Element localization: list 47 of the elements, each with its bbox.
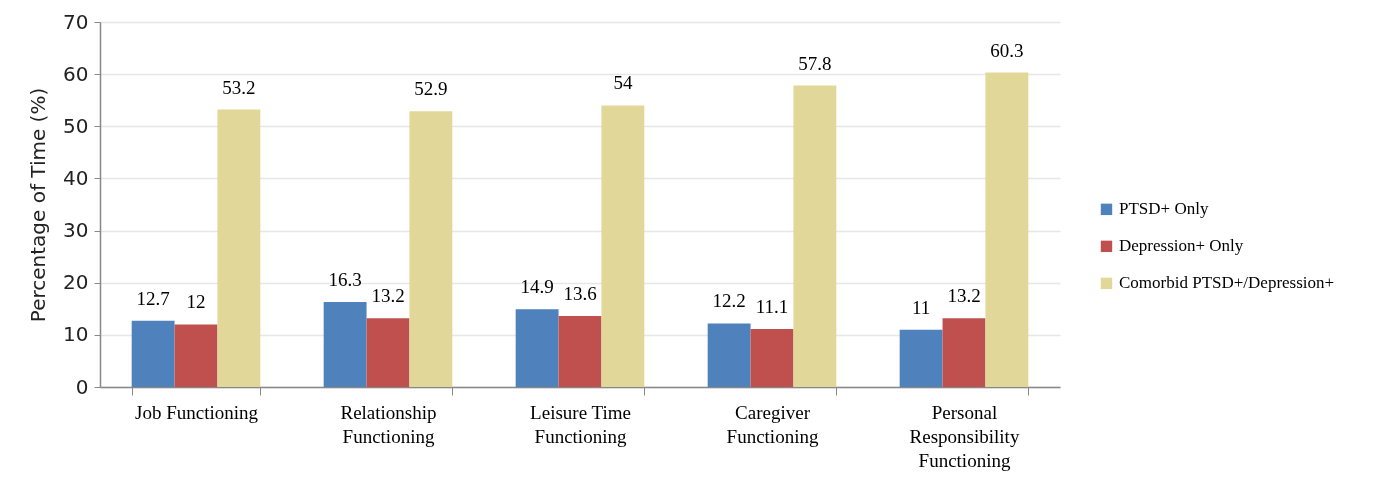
data-label: 16.3: [328, 269, 362, 291]
data-label: 11.1: [755, 296, 789, 318]
bar: [707, 323, 751, 387]
data-label: 12: [186, 291, 206, 313]
bar: [174, 324, 218, 387]
legend-label: Comorbid PTSD+/Depression+: [1119, 273, 1335, 293]
bar: [323, 302, 367, 387]
bar: [985, 72, 1029, 387]
y-tick-label: 70: [63, 9, 89, 34]
y-tick-label: 0: [75, 374, 89, 399]
y-tick-label: 10: [63, 322, 89, 347]
legend-label: PTSD+ Only: [1119, 199, 1209, 219]
legend-label: Depression+ Only: [1119, 236, 1244, 256]
data-label: 60.3: [990, 39, 1024, 61]
data-label: 14.9: [520, 276, 554, 298]
x-tick-label: Job Functioning: [135, 401, 259, 423]
x-tick-label: Personal Responsibility Functioning: [909, 401, 1020, 471]
data-label: 54: [613, 72, 633, 94]
bar: [515, 309, 559, 387]
data-label: 13.2: [371, 285, 405, 307]
bar: [217, 109, 261, 387]
y-tick-label: 60: [63, 61, 89, 86]
bar: [366, 318, 410, 387]
bar: [131, 320, 175, 387]
bar: [558, 316, 602, 387]
x-tick-label: Relationship Functioning: [340, 401, 437, 447]
y-axis-title: Percentage of Time (%): [26, 87, 51, 323]
bar: [601, 105, 645, 387]
bar: [899, 329, 943, 387]
x-tick-label: Leisure Time Functioning: [530, 401, 631, 447]
data-label: 13.6: [563, 283, 597, 305]
bar: [793, 85, 837, 387]
data-label: 57.8: [798, 52, 832, 74]
bar: [750, 329, 794, 387]
y-tick-label: 50: [63, 113, 89, 138]
y-tick-label: 30: [63, 218, 89, 243]
data-label: 11: [911, 296, 931, 318]
y-tick-label: 20: [63, 270, 89, 295]
bar: [942, 318, 986, 387]
data-label: 13.2: [947, 285, 981, 307]
data-label: 12.7: [136, 287, 170, 309]
data-label: 53.2: [222, 76, 256, 98]
x-tick-label: Caregiver Functioning: [726, 401, 819, 447]
bar: [409, 111, 453, 387]
y-tick-label: 40: [63, 165, 89, 190]
data-label: 52.9: [414, 78, 448, 100]
data-label: 12.2: [712, 290, 746, 312]
